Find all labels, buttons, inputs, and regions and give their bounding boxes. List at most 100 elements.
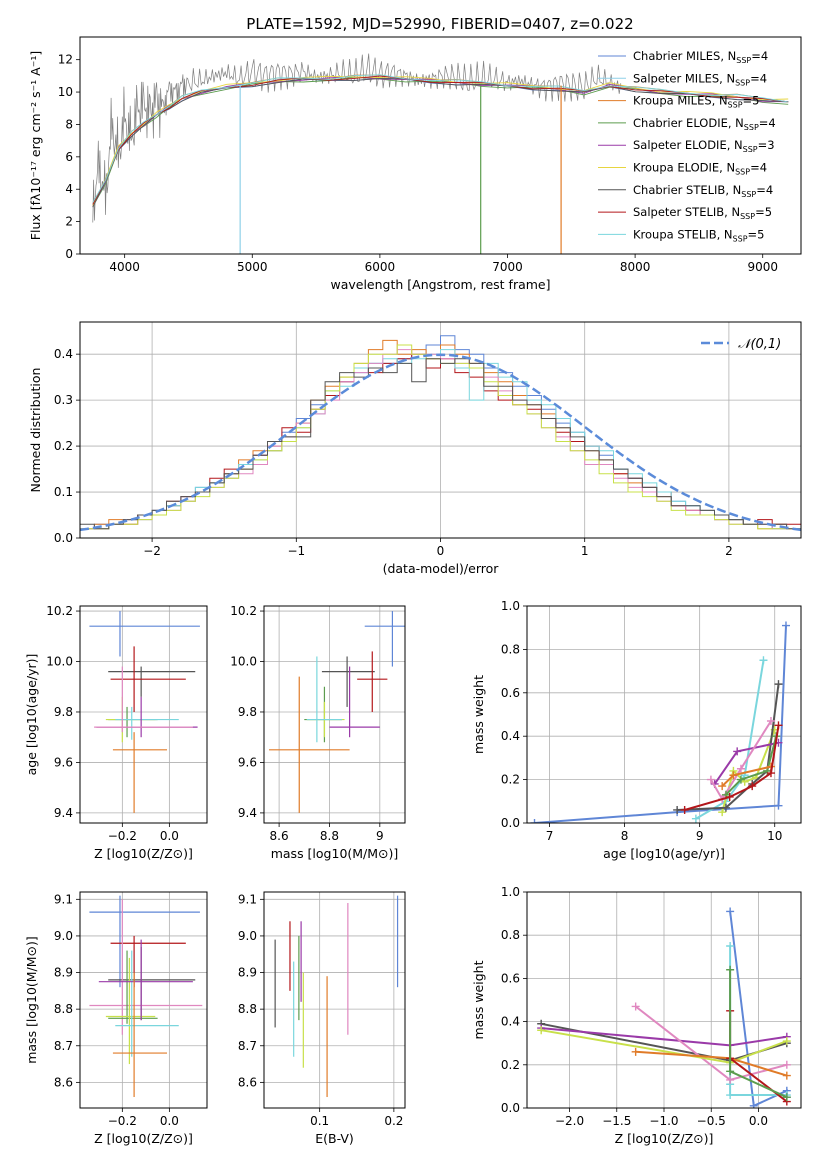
legend-label-sub: SSP [728, 101, 743, 110]
errorbar-group [89, 611, 200, 813]
y-tick-label: 8 [65, 117, 73, 131]
legend-label-text: Chabrier STELIB, N [633, 183, 741, 197]
x-tick-label: 8 [621, 829, 629, 843]
y-tick-label: 2 [65, 215, 73, 229]
legend-label-text: Chabrier MILES, N [633, 49, 736, 63]
x-tick-label: 8.8 [320, 829, 339, 843]
y-tick-label: 0.6 [501, 971, 520, 985]
y-tick-label: 0.8 [501, 928, 520, 942]
y-axis-label: age [log10(age/yr)] [24, 654, 39, 776]
legend-label: Chabrier ELODIE, NSSP=4 [633, 116, 776, 132]
x-tick-label: −0.5 [697, 1114, 726, 1128]
weight-point-marker [726, 1091, 735, 1100]
y-axis-label: mass weight [471, 960, 486, 1039]
y-tick-label: 9.4 [54, 806, 73, 820]
y-tick-label: 0.6 [501, 686, 520, 700]
axes-frame [79, 605, 208, 824]
weight-point-marker [774, 680, 783, 689]
legend-label-sub: SSP [735, 168, 750, 177]
x-tick-label: 8.6 [270, 829, 289, 843]
legend-label-text: Kroupa ELODIE, N [633, 161, 735, 175]
x-tick-label: −2 [143, 544, 161, 558]
legend-label-sub: SSP [740, 212, 755, 221]
legend-label-suffix: =4 [751, 49, 768, 63]
x-tick-label: 7 [546, 829, 554, 843]
y-tick-label: 9.8 [54, 705, 73, 719]
legend-label-text: Salpeter MILES, N [633, 71, 735, 85]
axes-frame [263, 891, 406, 1109]
legend-label-suffix: =5 [755, 205, 772, 219]
weight-point-marker [631, 1002, 640, 1011]
legend-label: Salpeter ELODIE, NSSP=3 [633, 138, 775, 154]
y-tick-label: 0.3 [54, 393, 73, 407]
y-tick-label: 0.2 [501, 773, 520, 787]
y-tick-label: 0.0 [501, 1101, 520, 1115]
y-tick-label: 0 [65, 247, 73, 261]
mass-vs-ebv-panel: 0.1 0.2 8.6 8.7 8.8 8.9 9.0 9.1 E(B-V) [238, 891, 406, 1146]
x-tick-label: 4000 [109, 260, 140, 274]
legend-label: Salpeter STELIB, NSSP=5 [633, 205, 772, 221]
legend-label-suffix: =4 [756, 183, 773, 197]
weight-point-marker [718, 782, 727, 791]
legend-label-suffix: =3 [758, 138, 775, 152]
histogram-series [80, 358, 801, 538]
weight-point-marker [726, 942, 735, 950]
weight-lines [530, 621, 790, 823]
weight-series-line [695, 660, 765, 820]
age-vs-metallicity-panel: −0.2 0.0 9.4 9.6 9.8 10.0 10.2 Z [log10(Z/Z⊙)] a… [24, 604, 208, 861]
y-tick-label: 1.0 [501, 599, 520, 613]
weight-series-line [710, 720, 772, 802]
y-tick-label: 9.1 [238, 892, 257, 906]
weight-point-marker [774, 721, 783, 730]
figure-title: PLATE=1592, MJD=52990, FIBERID=0407, z=0… [246, 15, 633, 33]
weight-point-marker [774, 801, 783, 810]
y-axis-label: Flux [fλ10⁻¹⁷ erg cm⁻² s⁻¹ A⁻¹] [28, 51, 43, 240]
legend-label-sub: SSP [743, 145, 758, 154]
weight-point-marker [725, 792, 734, 801]
axes-frame [79, 891, 208, 1109]
x-tick-label: 0.1 [310, 1114, 329, 1128]
x-tick-label: 2 [725, 544, 733, 558]
weight-point-marker [766, 769, 775, 778]
x-axis-label: (data-model)/error [383, 561, 500, 576]
weight-point-marker [782, 1060, 791, 1069]
y-tick-label: 9.6 [54, 755, 73, 769]
y-tick-label: 9.8 [238, 705, 257, 719]
weight-point-marker [718, 808, 727, 817]
y-axis-label: mass [log10(M/M⊙)] [24, 936, 39, 1064]
x-tick-label: 0.0 [749, 1114, 768, 1128]
weight-point-marker [736, 775, 745, 784]
x-axis-label: age [log10(age/yr)] [603, 846, 725, 861]
x-tick-label: −1.0 [649, 1114, 678, 1128]
weight-point-marker [631, 1047, 640, 1056]
y-tick-label: 8.9 [238, 966, 257, 980]
weight-point-marker [706, 775, 715, 784]
y-tick-label: 0.0 [501, 816, 520, 830]
x-tick-label: −2.0 [555, 1114, 584, 1128]
y-tick-label: 0.4 [501, 1015, 520, 1029]
x-axis-label: mass [log10(M/M⊙)] [271, 846, 399, 861]
weight-point-marker [530, 819, 539, 823]
spectrum-panel: 4000 5000 6000 7000 8000 9000 0 2 4 6 8 10 12 wavelen… [28, 36, 802, 292]
weight-point-marker [766, 717, 775, 726]
axes-frame [79, 36, 802, 255]
axes-frame [526, 891, 802, 1109]
legend-label: Salpeter MILES, NSSP=4 [633, 71, 767, 87]
errorbar-group [89, 895, 203, 1098]
spectrum-lines [92, 53, 789, 254]
legend-label: Chabrier MILES, NSSP=4 [633, 49, 768, 65]
y-tick-label: 9.6 [238, 755, 257, 769]
weight-series-line [725, 735, 778, 796]
model-spectrum-line [92, 74, 789, 203]
x-tick-label: 7000 [492, 260, 523, 274]
legend-label-suffix: =4 [750, 71, 767, 85]
weight-series-line [534, 625, 787, 823]
y-tick-label: 0.8 [501, 642, 520, 656]
x-axis-label: Z [log10(Z/Z⊙)] [94, 1131, 193, 1146]
x-tick-label: 9000 [747, 260, 778, 274]
weight-point-marker [726, 965, 735, 974]
y-tick-label: 9.1 [54, 892, 73, 906]
y-tick-label: 8.7 [238, 1039, 257, 1053]
weight-point-marker [726, 1075, 735, 1084]
